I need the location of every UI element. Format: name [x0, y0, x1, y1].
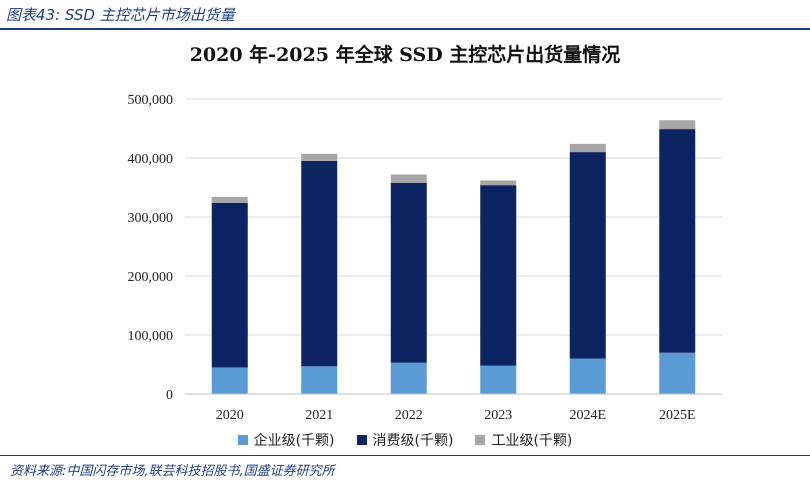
y-tick-label: 100,000 [128, 329, 174, 344]
x-tick-label: 2024E [569, 408, 606, 423]
bar-segment-industrial [211, 196, 248, 203]
bar-segment-enterprise [301, 366, 338, 394]
legend-label: 企业级(千颗) [253, 433, 335, 449]
bar-segment-industrial [480, 180, 517, 186]
chart-legend: 企业级(千颗) 消费级(千颗) 工业级(千颗) [0, 430, 810, 450]
x-tick-label: 2022 [395, 408, 423, 423]
source-note: 资料来源:中国闪存市场,联芸科技招股书,国盛证券研究所 [10, 464, 335, 479]
bar-segment-enterprise [211, 367, 248, 394]
y-tick-label: 0 [166, 388, 173, 403]
bar-segment-consumer [569, 152, 606, 359]
y-tick-label: 500,000 [128, 93, 174, 108]
legend-label: 消费级(千颗) [372, 433, 454, 449]
bar-segment-industrial [390, 174, 427, 183]
chart-title: 2020 年-2025 年全球 SSD 主控芯片出货量情况 [189, 44, 621, 66]
figure-header: 图表43: SSD 主控芯片市场出货量 [0, 0, 810, 28]
bar-segment-industrial [569, 143, 606, 153]
legend-item-industrial: 工业级(千颗) [475, 430, 572, 450]
bar-segment-consumer [659, 129, 696, 353]
bar-segment-enterprise [659, 352, 696, 394]
bar-segment-consumer [301, 160, 338, 367]
bar-segment-enterprise [569, 358, 606, 394]
x-tick-label: 2023 [484, 408, 512, 423]
x-tick-label: 2021 [305, 408, 333, 423]
figure-label: 图表43: SSD 主控芯片市场出货量 [6, 6, 235, 24]
legend-swatch [475, 435, 486, 445]
y-tick-label: 200,000 [128, 270, 174, 285]
footer-rule [0, 455, 810, 456]
axis-layer: 0 100,000 200,000 300,000 400,000 500,000 2020… [128, 93, 722, 423]
x-tick-label: 2025E [659, 408, 696, 423]
bar-segment-consumer [480, 185, 517, 366]
bar-segment-industrial [301, 153, 338, 161]
bar-segment-enterprise [390, 362, 427, 394]
legend-item-enterprise: 企业级(千颗) [237, 430, 335, 450]
legend-label: 工业级(千颗) [491, 433, 573, 449]
legend-swatch [237, 435, 248, 445]
legend-swatch [356, 435, 367, 445]
bar-segment-consumer [211, 202, 248, 368]
bar-segment-consumer [390, 182, 427, 363]
y-tick-label: 300,000 [128, 211, 174, 226]
legend-item-consumer: 消费级(千颗) [356, 430, 454, 450]
bar-segment-industrial [659, 120, 696, 130]
grid-layer [185, 98, 722, 336]
header-rule [0, 28, 810, 30]
bar-segment-enterprise [480, 365, 517, 394]
y-tick-label: 400,000 [128, 152, 174, 167]
bars-layer [211, 120, 696, 394]
stacked-bar-chart: 0 100,000 200,000 300,000 400,000 500,000 2020… [128, 93, 722, 423]
x-tick-label: 2020 [216, 408, 244, 423]
